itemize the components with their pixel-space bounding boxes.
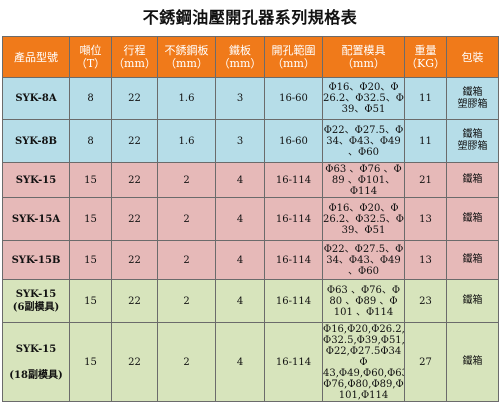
spec-table: 產品型號 噸位 （T） 行程 （mm） 不銹鋼板 （mm） 鐵板 （mm） 開孔…	[2, 36, 499, 402]
table-row: SYK-15 (18副模具) 15 22 2 4 16-114 Φ16,Φ20,…	[2, 322, 499, 402]
table-row: SYK-15 (6副模具) 15 22 2 4 16-114 Φ63 、Φ76、…	[2, 279, 499, 323]
header-molds: 配置模具 （mm）	[322, 36, 405, 78]
cell-weight: 11	[404, 119, 447, 163]
cell-weight: 23	[404, 279, 447, 323]
cell-molds: Φ63 、Φ76、Φ 80 、Φ89 、Φ 101 、Φ114	[322, 279, 405, 323]
cell-molds: Φ22、Φ27.5、Φ 34、Φ43、Φ49 、Φ60	[322, 119, 405, 163]
cell-steel-plate: 2	[157, 197, 216, 241]
cell-stroke: 22	[111, 322, 158, 402]
cell-packing: 鐵箱	[446, 279, 499, 323]
cell-iron-plate: 3	[215, 119, 265, 163]
cell-steel-plate: 2	[157, 240, 216, 280]
cell-range: 16-114	[264, 279, 323, 323]
cell-tonnage: 15	[69, 197, 112, 241]
cell-packing: 鐵箱	[446, 197, 499, 241]
cell-packing: 鐵箱	[446, 322, 499, 402]
header-row: 產品型號 噸位 （T） 行程 （mm） 不銹鋼板 （mm） 鐵板 （mm） 開孔…	[2, 36, 499, 78]
cell-range: 16-60	[264, 119, 323, 163]
cell-steel-plate: 2	[157, 322, 216, 402]
header-weight: 重量 （KG）	[404, 36, 447, 78]
table-row: SYK-8B 8 22 1.6 3 16-60 Φ22、Φ27.5、Φ 34、Φ…	[2, 119, 499, 163]
cell-tonnage: 15	[69, 322, 112, 402]
cell-range: 16-60	[264, 77, 323, 120]
cell-model: SYK-15 (18副模具)	[2, 322, 70, 402]
cell-weight: 27	[404, 322, 447, 402]
cell-iron-plate: 4	[215, 240, 265, 280]
cell-stroke: 22	[111, 197, 158, 241]
header-stroke: 行程 （mm）	[111, 36, 158, 78]
page-title: 不銹鋼油壓開孔器系列規格表	[142, 8, 358, 27]
cell-model: SYK-15	[2, 162, 70, 198]
cell-molds: Φ16、Φ20、Φ 26.2、Φ32.5、Φ 39、Φ51	[322, 77, 405, 120]
cell-iron-plate: 4	[215, 322, 265, 402]
cell-iron-plate: 4	[215, 197, 265, 241]
cell-molds: Φ16、Φ20、Φ 26.2、Φ32.5、Φ 39、Φ51	[322, 197, 405, 241]
table-row: SYK-8A 8 22 1.6 3 16-60 Φ16、Φ20、Φ 26.2、Φ…	[2, 77, 499, 120]
cell-weight: 13	[404, 240, 447, 280]
cell-weight: 13	[404, 197, 447, 241]
header-steel-plate: 不銹鋼板 （mm）	[157, 36, 216, 78]
cell-range: 16-114	[264, 162, 323, 198]
cell-stroke: 22	[111, 119, 158, 163]
table-row: SYK-15 15 22 2 4 16-114 Φ63 、Φ76 、Φ 89 、…	[2, 162, 499, 198]
cell-molds: Φ16,Φ20,Φ26.2, Φ32.5,Φ39,Φ51, Φ22,Φ27.5Φ…	[322, 322, 405, 402]
cell-tonnage: 8	[69, 77, 112, 120]
cell-iron-plate: 3	[215, 77, 265, 120]
header-packing: 包裝	[446, 36, 499, 78]
cell-model: SYK-15A	[2, 197, 70, 241]
cell-range: 16-114	[264, 322, 323, 402]
cell-iron-plate: 4	[215, 162, 265, 198]
cell-stroke: 22	[111, 77, 158, 120]
header-tonnage: 噸位 （T）	[69, 36, 112, 78]
table-row: SYK-15A 15 22 2 4 16-114 Φ16、Φ20、Φ 26.2、…	[2, 197, 499, 241]
cell-model: SYK-8B	[2, 119, 70, 163]
cell-model: SYK-15 (6副模具)	[2, 279, 70, 323]
cell-packing: 鐵箱	[446, 240, 499, 280]
cell-range: 16-114	[264, 240, 323, 280]
header-model: 產品型號	[2, 36, 70, 78]
cell-packing: 鐵箱 塑膠箱	[446, 119, 499, 163]
cell-tonnage: 15	[69, 162, 112, 198]
cell-steel-plate: 2	[157, 279, 216, 323]
cell-range: 16-114	[264, 197, 323, 241]
cell-model: SYK-8A	[2, 77, 70, 120]
cell-weight: 11	[404, 77, 447, 120]
cell-molds: Φ22、Φ27.5、Φ 34、Φ43、Φ49 、Φ60	[322, 240, 405, 280]
cell-steel-plate: 1.6	[157, 119, 216, 163]
cell-tonnage: 8	[69, 119, 112, 163]
cell-stroke: 22	[111, 279, 158, 323]
cell-model: SYK-15B	[2, 240, 70, 280]
table-row: SYK-15B 15 22 2 4 16-114 Φ22、Φ27.5、Φ 34、…	[2, 240, 499, 280]
cell-tonnage: 15	[69, 240, 112, 280]
header-range: 開孔範圍 （mm）	[264, 36, 323, 78]
cell-molds: Φ63 、Φ76 、Φ 89 、Φ101、Φ114	[322, 162, 405, 198]
cell-iron-plate: 4	[215, 279, 265, 323]
cell-stroke: 22	[111, 240, 158, 280]
cell-stroke: 22	[111, 162, 158, 198]
cell-packing: 鐵箱 塑膠箱	[446, 77, 499, 120]
header-iron-plate: 鐵板 （mm）	[215, 36, 265, 78]
cell-steel-plate: 2	[157, 162, 216, 198]
cell-steel-plate: 1.6	[157, 77, 216, 120]
cell-tonnage: 15	[69, 279, 112, 323]
cell-weight: 21	[404, 162, 447, 198]
cell-packing: 鐵箱	[446, 162, 499, 198]
